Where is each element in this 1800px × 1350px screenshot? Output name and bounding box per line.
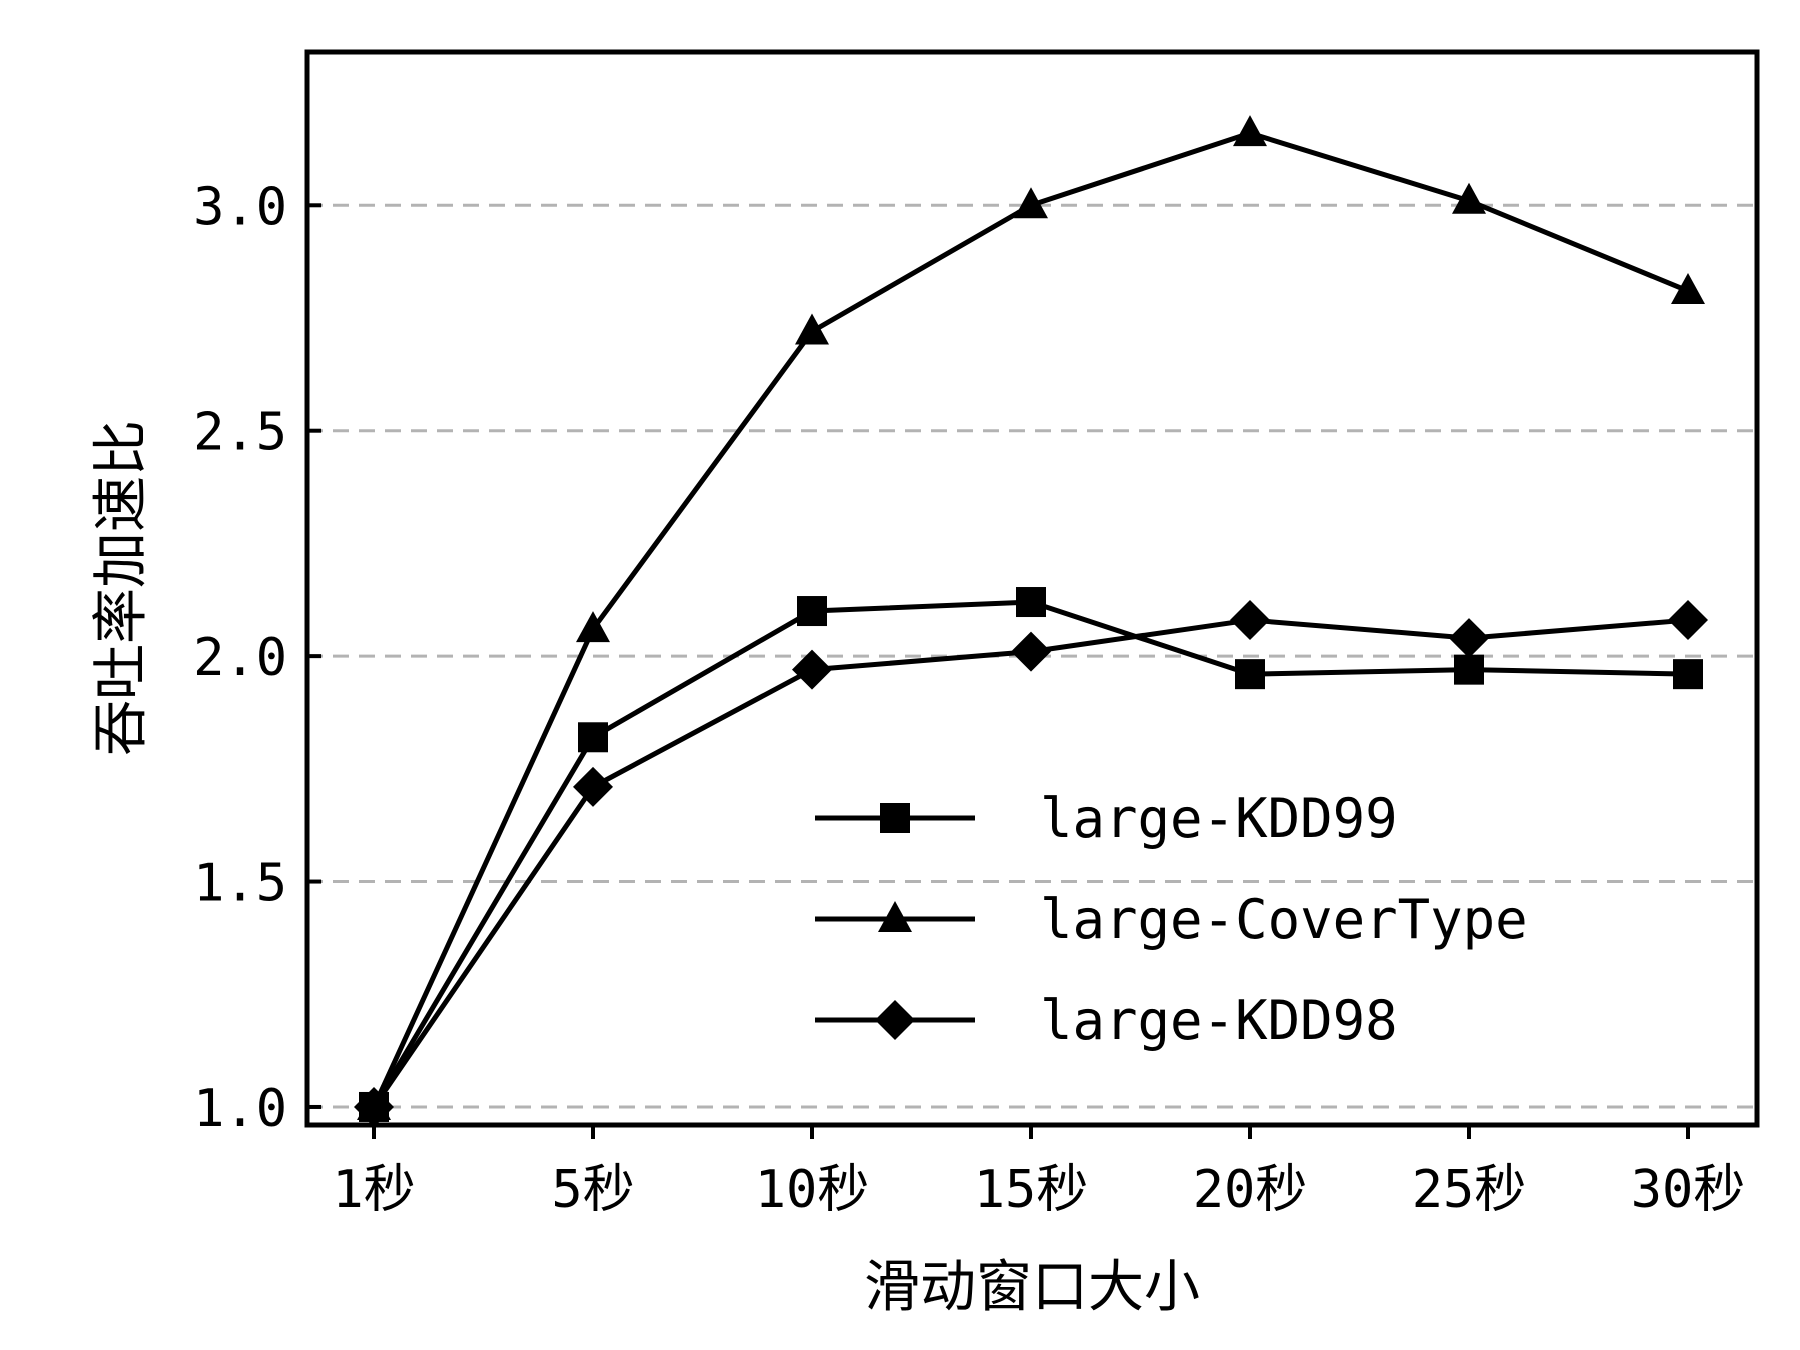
legend-label: large-KDD98 [1040, 989, 1398, 1052]
y-axis-title: 吞吐率加速比 [89, 420, 154, 756]
data-point-large-CoverType [1014, 187, 1048, 219]
data-point-large-KDD99 [797, 596, 827, 627]
grid-lines [307, 203, 1757, 1109]
x-tick-label: 1秒 [332, 1160, 415, 1220]
data-point-large-KDD98 [792, 649, 832, 690]
legend-label: large-CoverType [1040, 888, 1528, 951]
data-point-large-KDD98 [1230, 600, 1270, 641]
data-point-large-CoverType [576, 611, 610, 643]
x-tick-label: 25秒 [1412, 1160, 1527, 1220]
legend-label: large-KDD99 [1040, 787, 1398, 850]
x-tick-label: 30秒 [1631, 1160, 1746, 1220]
y-tick-label: 3.0 [193, 177, 287, 237]
y-tick-label: 1.5 [193, 854, 287, 914]
legend: large-KDD99 large-CoverType large-KDD98 [815, 787, 1528, 1052]
data-point-large-KDD99 [1235, 659, 1265, 690]
y-tick-label: 1.0 [193, 1079, 287, 1139]
y-axis-ticks: 1.0 1.5 2.0 2.5 3.0 [193, 177, 321, 1139]
legend-marker [880, 803, 910, 833]
y-tick-label: 2.5 [193, 403, 287, 463]
data-point-large-KDD98 [1449, 618, 1489, 659]
data-point-large-KDD98 [1011, 631, 1051, 672]
y-tick-label: 2.0 [193, 628, 287, 688]
legend-marker [878, 901, 912, 932]
series-layer [354, 115, 1708, 1127]
series-line-large-CoverType [371, 130, 1689, 1109]
x-tick-label: 10秒 [755, 1160, 870, 1220]
data-point-large-CoverType [1671, 272, 1705, 304]
data-point-large-KDD98 [354, 1086, 394, 1127]
data-point-large-KDD99 [1673, 659, 1703, 690]
x-tick-label: 5秒 [551, 1160, 634, 1220]
data-point-large-KDD98 [1668, 600, 1708, 641]
data-point-large-KDD99 [1454, 654, 1484, 685]
x-tick-label: 20秒 [1193, 1160, 1308, 1220]
data-point-large-CoverType [1452, 182, 1486, 214]
x-axis-ticks: 1秒 5秒 10秒 15秒 20秒 25秒 30秒 [332, 1125, 1745, 1220]
x-tick-label: 15秒 [974, 1160, 1089, 1220]
data-point-large-KDD99 [578, 722, 608, 753]
x-axis-title: 滑动窗口大小 [864, 1255, 1200, 1320]
data-point-large-CoverType [1233, 115, 1267, 147]
series-line-large-KDD98 [371, 617, 1689, 1109]
data-point-large-KDD99 [1016, 587, 1046, 618]
legend-marker [875, 1000, 915, 1040]
data-point-large-KDD98 [573, 766, 613, 807]
data-point-large-CoverType [795, 313, 829, 345]
